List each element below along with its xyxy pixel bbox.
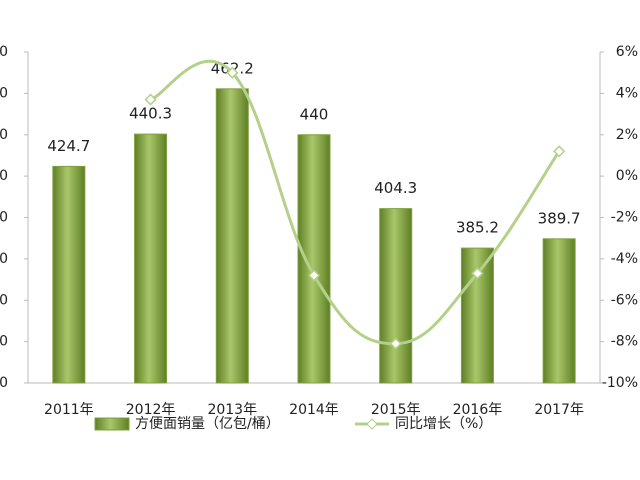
y2-tick-label: -10% bbox=[602, 375, 638, 391]
y2-tick-label: -8% bbox=[611, 334, 638, 350]
x-tick-label: 2013年 bbox=[207, 402, 257, 418]
y2-tick-label: 2% bbox=[616, 127, 638, 143]
x-tick-label: 2012年 bbox=[126, 402, 176, 418]
value-label: 404.3 bbox=[374, 179, 417, 197]
y2-tick-label: 6% bbox=[616, 44, 638, 60]
line-marker bbox=[471, 267, 484, 280]
y-tick-label: 420 bbox=[0, 168, 8, 184]
bar bbox=[215, 88, 249, 384]
y-tick-label: 440 bbox=[0, 127, 8, 143]
y-tick-label: 400 bbox=[0, 210, 8, 226]
value-label: 385.2 bbox=[456, 219, 499, 237]
x-tick-label: 2015年 bbox=[371, 402, 421, 418]
legend-swatch bbox=[94, 417, 130, 431]
line-marker bbox=[389, 337, 402, 350]
bar bbox=[52, 165, 86, 384]
line-marker bbox=[226, 66, 239, 79]
x-tick-label: 2014年 bbox=[289, 402, 339, 418]
x-tick-label: 2017年 bbox=[534, 402, 584, 418]
y2-tick-label: 4% bbox=[616, 85, 638, 101]
y-tick-label: 460 bbox=[0, 85, 8, 101]
legend-label: 方便面销量（亿包/桶） bbox=[135, 416, 280, 432]
line-marker bbox=[307, 269, 321, 282]
y2-tick-label: 0% bbox=[616, 168, 638, 184]
legend-label: 同比增长（%） bbox=[395, 416, 492, 432]
x-tick-label: 2016年 bbox=[453, 402, 503, 418]
y2-tick-label: -6% bbox=[611, 292, 638, 308]
y-tick-label: 340 bbox=[0, 334, 8, 350]
bar bbox=[297, 134, 331, 384]
line bbox=[149, 59, 561, 346]
line-marker bbox=[553, 145, 566, 158]
value-label: 424.7 bbox=[47, 137, 90, 155]
value-label: 440.3 bbox=[129, 105, 172, 123]
y2-tick-label: -2% bbox=[611, 210, 638, 226]
bar bbox=[134, 133, 168, 384]
value-label: 440 bbox=[300, 105, 329, 123]
value-label: 389.7 bbox=[538, 209, 581, 227]
line-marker bbox=[144, 93, 157, 106]
y2-tick-label: -4% bbox=[611, 251, 638, 267]
y-tick-label: 480 bbox=[0, 44, 8, 60]
legend-swatch bbox=[366, 418, 378, 430]
bar bbox=[542, 238, 576, 384]
y-tick-label: 360 bbox=[0, 292, 8, 308]
y-tick-label: 380 bbox=[0, 251, 8, 267]
y-tick-label: 320 bbox=[0, 375, 8, 391]
x-tick-label: 2011年 bbox=[44, 402, 94, 418]
bar bbox=[379, 208, 413, 384]
